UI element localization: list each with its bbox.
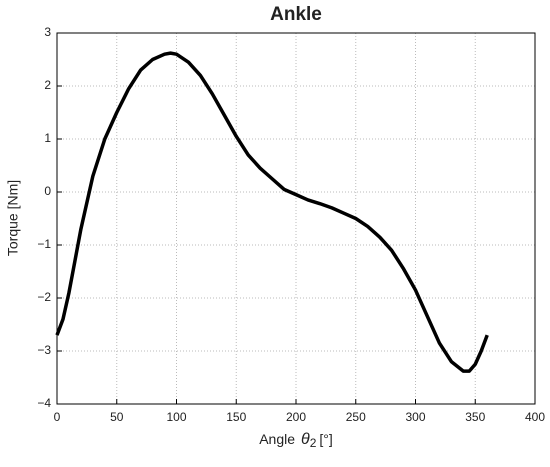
x-tick-label: 150	[226, 410, 246, 424]
x-tick-label: 250	[346, 410, 366, 424]
y-axis-label: Torque [Nm]	[5, 180, 21, 256]
x-tick-label: 350	[465, 410, 485, 424]
x-label-text: Angle	[259, 431, 295, 447]
x-tick-label: 300	[405, 410, 425, 424]
y-tick-label: 3	[44, 25, 51, 39]
x-tick-label: 50	[110, 410, 124, 424]
x-tick-label: 400	[525, 410, 545, 424]
y-tick-label: 1	[44, 131, 51, 145]
y-tick-label: 2	[44, 78, 51, 92]
data-line	[55, 51, 489, 373]
x-axis-label: Angle θ2 [°]	[259, 431, 333, 450]
x-label-unit: [°]	[319, 431, 332, 447]
y-tick-label: −3	[37, 343, 51, 357]
y-tick-label: −4	[37, 396, 51, 410]
x-tick-label: 0	[54, 410, 61, 424]
x-label-symbol: θ	[301, 431, 310, 448]
x-label-subscript: 2	[310, 436, 317, 450]
chart-title: Ankle	[270, 4, 322, 25]
x-tick-label: 200	[286, 410, 306, 424]
x-tick-label: 100	[166, 410, 186, 424]
y-tick-label: 0	[44, 184, 51, 198]
plot-frame	[56, 32, 536, 405]
y-tick-label: −1	[37, 237, 51, 251]
y-tick-label: −2	[37, 290, 51, 304]
